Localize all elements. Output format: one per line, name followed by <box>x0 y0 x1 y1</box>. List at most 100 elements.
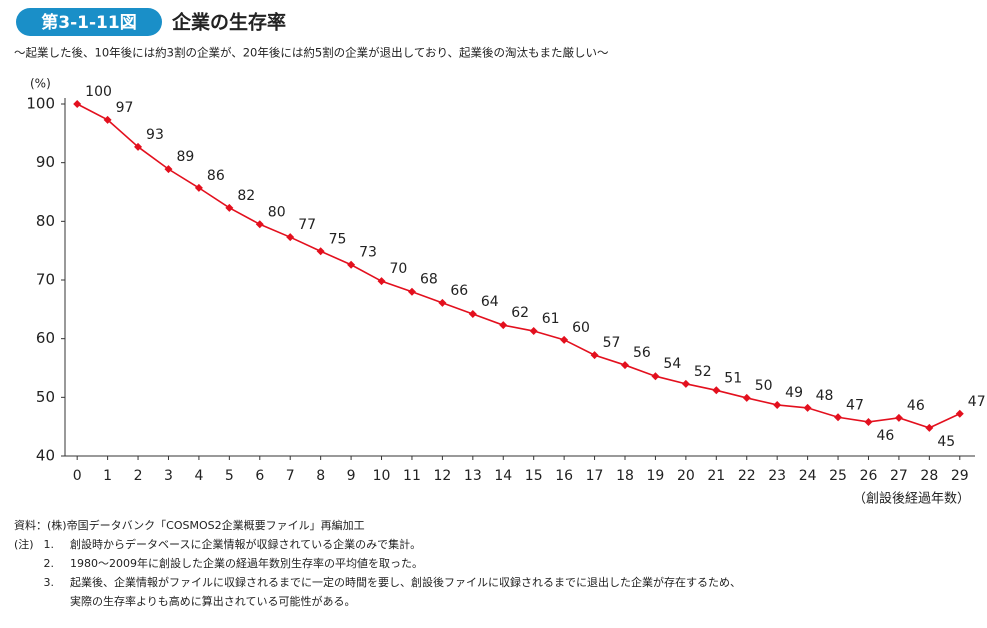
data-label: 93 <box>146 127 164 143</box>
point <box>164 165 173 174</box>
point <box>803 403 812 412</box>
y-tick-label: 70 <box>36 271 55 289</box>
note-text: 1980～2009年に創設した企業の経過年数別生存率の平均値を取った。 <box>70 556 423 570</box>
x-tick-label: 2 <box>134 468 143 484</box>
point <box>438 298 447 307</box>
notes-label: (注) <box>14 537 34 551</box>
y-tick-label: 50 <box>36 388 55 406</box>
point <box>286 233 295 242</box>
point <box>560 335 569 344</box>
x-tick-label: 4 <box>194 468 203 484</box>
badge-bg <box>16 8 162 36</box>
x-tick-label: 19 <box>647 468 665 484</box>
point <box>134 142 143 151</box>
point <box>194 183 203 192</box>
point <box>590 351 599 360</box>
point <box>621 361 629 370</box>
x-tick-label: 0 <box>73 468 82 484</box>
note-text: 創設時からデータベースに企業情報が収録されている企業のみで集計。 <box>70 537 421 551</box>
source: 資料：(株)帝国データバンク「COSMOS2企業概要ファイル」再編加工 <box>14 518 365 532</box>
badge: 第3-1-11図 <box>41 12 136 33</box>
chart-title: 企業の生存率 <box>171 11 286 34</box>
x-tick-label: 15 <box>525 468 543 484</box>
note-text: 起業後、企業情報がファイルに収録されるまでに一定の時間を要し、創設後ファイルに収… <box>70 575 741 589</box>
x-tick-label: 12 <box>433 468 451 484</box>
note-text: 実際の生存率よりも高めに算出されている可能性がある。 <box>70 594 355 608</box>
y-tick-label: 100 <box>26 95 55 113</box>
data-label: 46 <box>876 428 894 444</box>
data-label: 100 <box>85 84 112 100</box>
data-label: 51 <box>724 370 742 386</box>
note-number: 3. <box>44 576 55 589</box>
x-tick-label: 28 <box>920 468 938 484</box>
x-tick-label: 20 <box>677 468 695 484</box>
x-tick-label: 1 <box>103 468 112 484</box>
point <box>73 100 82 108</box>
x-tick-label: 29 <box>951 468 969 484</box>
x-tick-label: 5 <box>225 468 234 484</box>
point <box>834 413 843 422</box>
data-label: 89 <box>176 149 194 165</box>
data-label: 73 <box>359 245 377 261</box>
x-tick-label: 22 <box>738 468 756 484</box>
x-tick-label: 17 <box>586 468 604 484</box>
point <box>864 417 873 426</box>
data-label: 50 <box>755 378 773 394</box>
data-label: 46 <box>907 398 925 414</box>
data-label: 45 <box>937 434 955 450</box>
point <box>712 386 721 395</box>
point <box>468 310 477 319</box>
point <box>347 260 356 269</box>
data-label: 97 <box>116 100 134 116</box>
point <box>255 220 264 229</box>
data-label: 48 <box>816 388 834 404</box>
point <box>407 287 416 296</box>
data-label: 86 <box>207 168 225 184</box>
x-tick-label: 25 <box>829 468 847 484</box>
data-label: 47 <box>846 397 864 413</box>
data-label: 62 <box>511 305 529 321</box>
data-label: 52 <box>694 364 712 380</box>
x-tick-label: 8 <box>316 468 325 484</box>
y-tick-label: 90 <box>36 153 55 171</box>
point <box>103 115 112 124</box>
y-tick-label: 80 <box>36 212 55 230</box>
data-label: 64 <box>481 294 499 310</box>
x-tick-label: 14 <box>494 468 512 484</box>
line <box>76 103 961 429</box>
note-number: 2. <box>44 557 55 570</box>
data-label: 75 <box>329 231 347 247</box>
data-label: 56 <box>633 345 651 361</box>
point <box>529 327 538 336</box>
data-label: 61 <box>542 311 560 327</box>
x-tick-label: 16 <box>555 468 573 484</box>
y-tick-label: 40 <box>36 447 55 465</box>
data-label: 77 <box>298 217 316 233</box>
data-label: 60 <box>572 320 590 336</box>
x-tick-label: 18 <box>616 468 634 484</box>
point <box>681 379 690 388</box>
data-label: 54 <box>663 356 681 372</box>
data-label: 47 <box>968 394 986 410</box>
x-tick-label: 6 <box>255 468 264 484</box>
point <box>773 400 782 409</box>
x-tick-label: 7 <box>286 468 295 484</box>
x-tick-label: 3 <box>164 468 173 484</box>
x-tick-label: 10 <box>373 468 391 484</box>
data-label: 70 <box>390 261 408 277</box>
point <box>894 413 903 422</box>
point <box>742 393 751 402</box>
x-tick-label: 11 <box>403 468 421 484</box>
point <box>925 423 934 432</box>
y-tick-label: 60 <box>36 329 55 347</box>
data-label: 80 <box>268 204 286 220</box>
point <box>316 247 325 256</box>
x-tick-label: 24 <box>799 468 817 484</box>
note-number: 1. <box>44 538 55 551</box>
x-tick-label: 23 <box>768 468 786 484</box>
point <box>377 277 386 286</box>
x-tick-label: 9 <box>347 468 356 484</box>
data-label: 68 <box>420 272 438 288</box>
